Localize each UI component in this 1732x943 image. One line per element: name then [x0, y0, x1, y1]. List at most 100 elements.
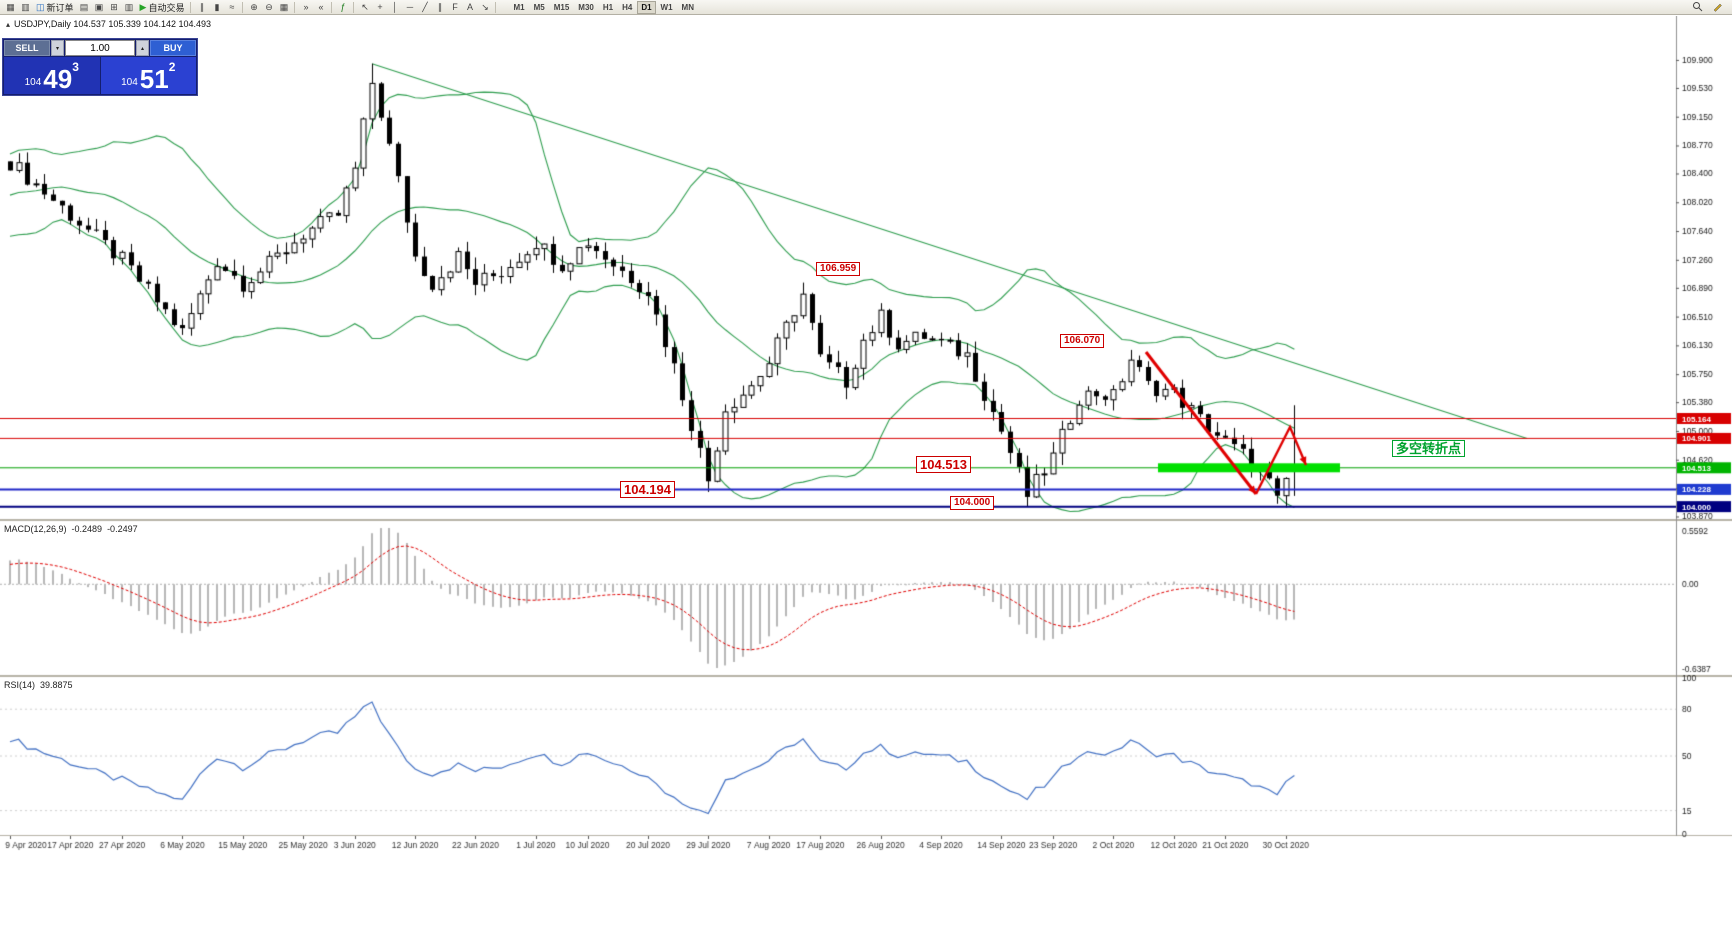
- timeframe-d1-button[interactable]: D1: [637, 0, 656, 14]
- horizontal-line-tool-button[interactable]: ─: [402, 1, 417, 14]
- market-watch-button[interactable]: ▤: [77, 1, 92, 14]
- zoom-in-button[interactable]: ⊕: [246, 1, 261, 14]
- timeframe-m1-button[interactable]: M1: [509, 1, 528, 14]
- sell-price-handle: 104: [24, 77, 42, 88]
- price-chart-canvas[interactable]: [0, 16, 1732, 943]
- toolbar-separator: [242, 1, 244, 13]
- channel-tool-button[interactable]: ∥: [432, 1, 447, 14]
- timeframe-h4-button[interactable]: H4: [618, 1, 636, 14]
- chart-annotation[interactable]: 104.194: [620, 481, 675, 498]
- crosshair-tool-icon: +: [377, 1, 383, 12]
- navigator-button[interactable]: ⊞: [107, 1, 122, 14]
- navigator-icon: ⊞: [110, 1, 118, 12]
- auto-scroll-icon: »: [303, 1, 309, 12]
- zoom-out-icon: ⊖: [265, 1, 273, 12]
- chart-icon: ▴: [6, 19, 11, 29]
- indicators-list-icon: ƒ: [340, 1, 346, 12]
- chart-annotation[interactable]: 104.513: [916, 456, 971, 473]
- rsi-value: 39.8875: [40, 680, 73, 690]
- auto-scroll-button[interactable]: »: [298, 1, 313, 14]
- chart-profiles-icon: ▥: [21, 1, 30, 12]
- timeframe-m5-button[interactable]: M5: [530, 1, 549, 14]
- autotrading-button[interactable]: ▶ 自动交易: [137, 1, 188, 14]
- text-tool-button[interactable]: A: [462, 1, 477, 14]
- terminal-button[interactable]: ▥: [122, 1, 137, 14]
- macd-indicator-label: MACD(12,26,9) -0.2489 -0.2497: [4, 524, 138, 534]
- line-chart-mode-icon: ≈: [229, 1, 235, 12]
- buy-price-display[interactable]: 104 51 2: [100, 57, 196, 94]
- timeframe-w1-button[interactable]: W1: [657, 1, 677, 14]
- sell-button[interactable]: SELL: [4, 40, 50, 56]
- toolbar-separator: [495, 1, 497, 13]
- toolbar: ▦ ▥ ◫ 新订单 ▤ ▣ ⊞ ▥ ▶ 自动交易 ∥ ▮ ≈ ⊕ ⊖ ▦» «ƒ ↖ + │ ─ ╱ ∥ F A ↘ M1 M5 M15…: [0, 0, 1732, 15]
- chart-shift-button[interactable]: «: [313, 1, 328, 14]
- chart-profiles-button[interactable]: ▥: [18, 1, 33, 14]
- timeframe-h1-button[interactable]: H1: [599, 1, 617, 14]
- line-chart-mode-button[interactable]: ≈: [224, 1, 239, 14]
- zoom-out-button[interactable]: ⊖: [261, 1, 276, 14]
- chart-annotation[interactable]: 104.000: [950, 496, 995, 510]
- vertical-line-tool-button[interactable]: │: [387, 1, 402, 14]
- toolbar-separator: [331, 1, 333, 13]
- chart-annotation[interactable]: 106.959: [816, 262, 861, 276]
- data-window-button[interactable]: ▣: [92, 1, 107, 14]
- symbol-ohlc-text: USDJPY,Daily 104.537 105.339 104.142 104…: [14, 19, 212, 29]
- timeframe-m15-button[interactable]: M15: [550, 1, 574, 14]
- new-chart-icon: ▦: [6, 1, 15, 12]
- candlestick-mode-icon: ▮: [214, 1, 220, 12]
- fibonacci-tool-button[interactable]: F: [447, 1, 462, 14]
- cursor-tool-button[interactable]: ↖: [357, 1, 372, 14]
- arrows-tool-button[interactable]: ↘: [477, 1, 492, 14]
- macd-signal-value: -0.2497: [107, 524, 138, 534]
- rsi-name: RSI(14): [4, 680, 36, 690]
- new-order-button[interactable]: ◫ 新订单: [33, 1, 77, 14]
- macd-name: MACD(12,26,9): [4, 524, 67, 534]
- new-chart-button[interactable]: ▦: [3, 1, 18, 14]
- data-window-icon: ▣: [94, 1, 104, 12]
- trade-panel-price-row: 104 49 3 104 51 2: [4, 57, 196, 94]
- trade-panel-top-row: SELL ▾ ▴ BUY: [4, 40, 196, 56]
- timeframe-toolbar: M1 M5 M15 M30 H1 H4 D1 W1 MN: [509, 0, 698, 14]
- chart-shift-icon: «: [318, 1, 324, 12]
- autotrading-label: 自动交易: [148, 2, 185, 13]
- buy-price-pips: 51: [139, 64, 169, 94]
- quick-edit-button[interactable]: [1709, 1, 1726, 14]
- fibonacci-tool-icon: F: [452, 1, 458, 12]
- zoom-in-icon: ⊕: [250, 1, 258, 12]
- buy-price-point: 2: [168, 60, 176, 74]
- bar-chart-mode-button[interactable]: ∥: [194, 1, 209, 14]
- bar-chart-mode-icon: ∥: [199, 1, 205, 12]
- candlestick-mode-button[interactable]: ▮: [209, 1, 224, 14]
- new-order-label: 新订单: [46, 2, 74, 13]
- tile-windows-button[interactable]: ▦: [276, 1, 291, 14]
- buy-price-handle: 104: [121, 77, 138, 88]
- toolbar-separator: [190, 1, 192, 13]
- one-click-trade-panel: SELL ▾ ▴ BUY 104 49 3 104 51 2: [2, 38, 198, 96]
- search-button[interactable]: [1689, 1, 1706, 14]
- sell-price-point: 3: [72, 60, 79, 74]
- chart-annotation[interactable]: 106.070: [1060, 334, 1105, 348]
- search-icon: [1692, 0, 1703, 15]
- sell-price-display[interactable]: 104 49 3: [4, 57, 100, 94]
- chart-annotation[interactable]: 多空转折点: [1392, 440, 1466, 457]
- volume-increase-button[interactable]: ▴: [136, 40, 149, 56]
- quick-edit-icon: [1712, 0, 1723, 15]
- indicators-list-button[interactable]: ƒ: [335, 1, 350, 14]
- crosshair-tool-button[interactable]: +: [372, 1, 387, 14]
- volume-decrease-button[interactable]: ▾: [51, 40, 64, 56]
- volume-input[interactable]: [65, 40, 135, 56]
- market-watch-icon: ▤: [79, 1, 89, 12]
- chart-window: ▴ USDJPY,Daily 104.537 105.339 104.142 1…: [0, 16, 1732, 943]
- buy-button[interactable]: BUY: [150, 40, 196, 56]
- toolbar-separator: [294, 1, 296, 13]
- symbol-ohlc-readout: ▴ USDJPY,Daily 104.537 105.339 104.142 1…: [6, 19, 211, 29]
- new-order-icon: ◫: [36, 1, 45, 12]
- trendline-tool-button[interactable]: ╱: [417, 1, 432, 14]
- macd-main-value: -0.2489: [71, 524, 103, 534]
- cursor-tool-icon: ↖: [361, 1, 369, 12]
- timeframe-mn-button[interactable]: MN: [678, 1, 698, 14]
- tile-windows-icon: ▦: [279, 1, 289, 12]
- timeframe-m30-button[interactable]: M30: [574, 1, 598, 14]
- arrows-tool-icon: ↘: [481, 1, 489, 12]
- channel-tool-icon: ∥: [437, 1, 443, 12]
